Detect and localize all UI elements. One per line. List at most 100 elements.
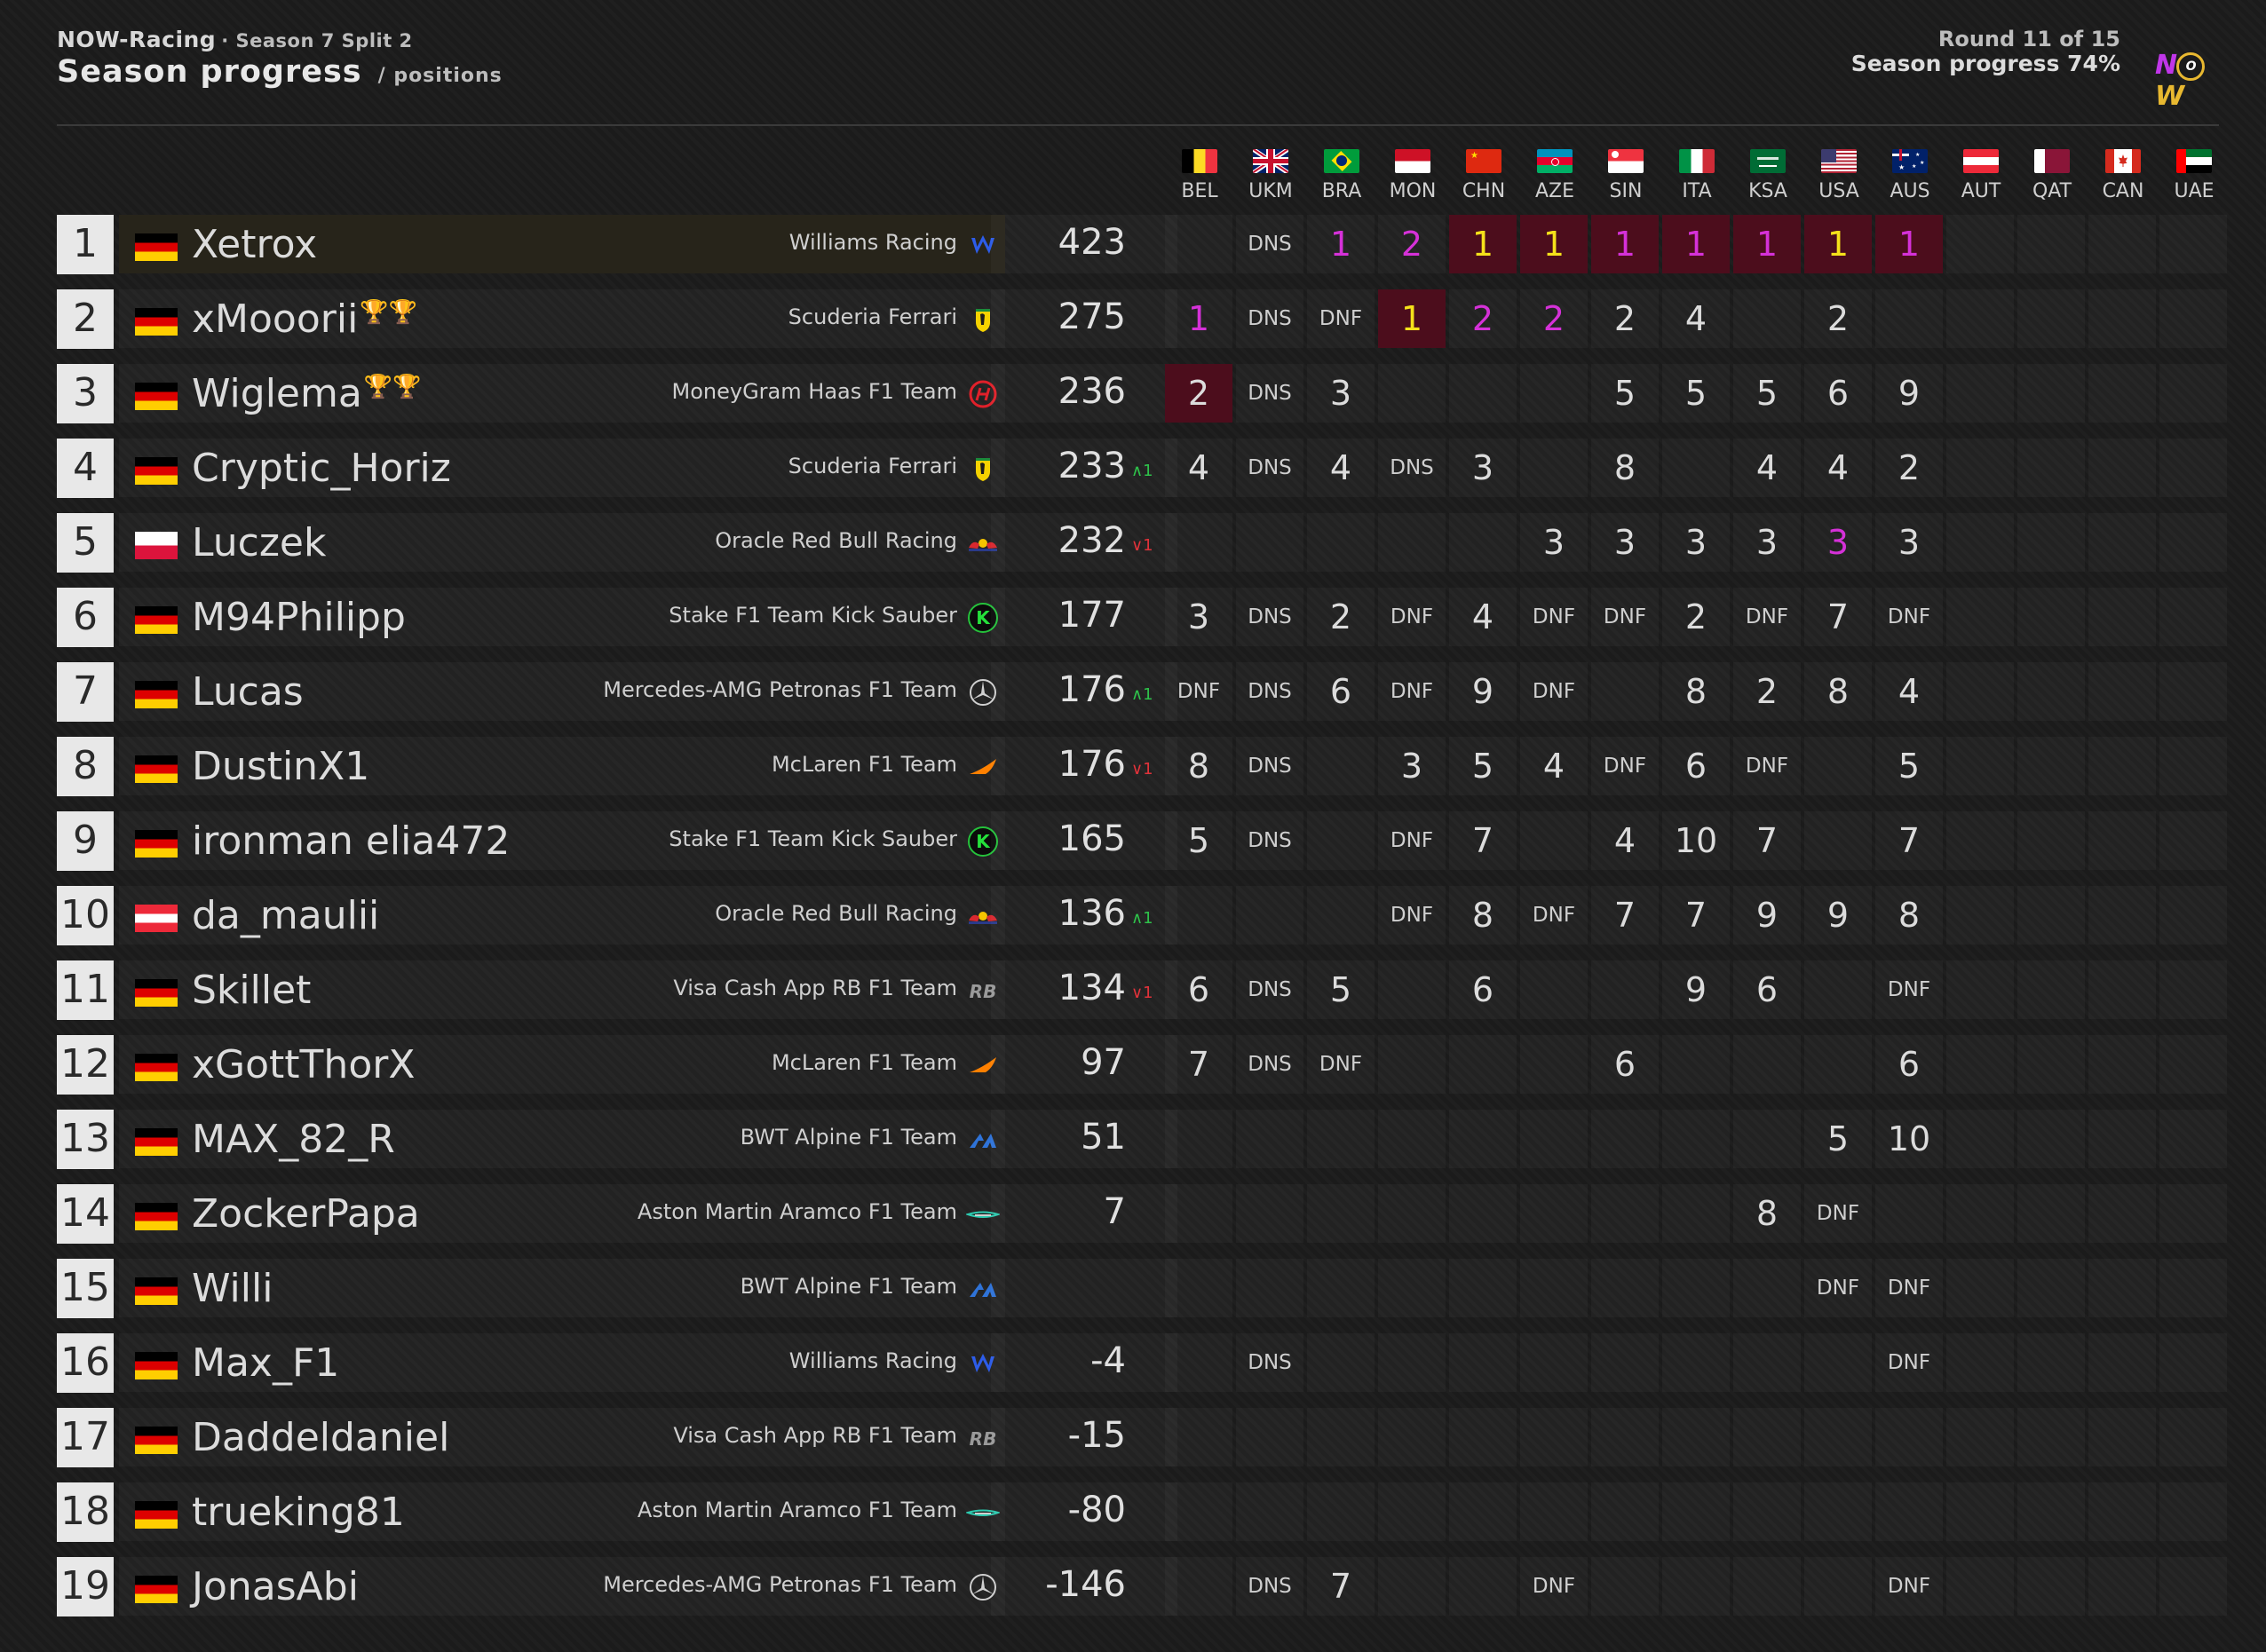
table-row[interactable]: 16 Max_F1 Williams Racing -4 DNS DNF [57, 1333, 2220, 1394]
race-column-header: KSA [1732, 149, 1803, 202]
result-cell [2017, 1035, 2085, 1094]
points-panel [991, 1259, 1177, 1317]
table-row[interactable]: 1 Xetrox Williams Racing 423 DNS 1 2 1 1 1 1 1 1… [57, 215, 2220, 275]
result-cell [1662, 1259, 1730, 1317]
result-cell [1520, 1482, 1588, 1541]
team-name: BWT Alpine F1 Team [740, 1274, 957, 1299]
germany-flag-icon [135, 383, 178, 410]
australia-flag-icon: ★ ★ ★ ★ [1892, 149, 1928, 173]
table-row[interactable]: 7 Lucas Mercedes-AMG Petronas F1 Team 17… [57, 662, 2220, 723]
table-row[interactable]: 15 Willi BWT Alpine F1 Team DNF DNF [57, 1259, 2220, 1319]
table-row[interactable]: 4 Cryptic_Horiz Scuderia Ferrari 233 ∧1 … [57, 439, 2220, 499]
mercedes-icon [966, 676, 1000, 709]
result-cell [2017, 960, 2085, 1019]
position-box: 7 [57, 662, 114, 722]
logo-letter-o: O [2176, 51, 2206, 81]
driver-name: MAX_82_R [192, 1117, 395, 1162]
table-row[interactable]: 13 MAX_82_R BWT Alpine F1 Team 51 5 10 [57, 1110, 2220, 1170]
result-cell: DNF [1591, 737, 1659, 795]
result-cell: 5 [1804, 1110, 1872, 1168]
result-cell [2088, 1408, 2156, 1466]
result-cell [1165, 1333, 1232, 1392]
position-change-down: ∨1 [1131, 760, 1153, 779]
season-status: Round 11 of 15 Season progress 74% [1851, 27, 2120, 76]
result-cell: 3 [1520, 513, 1588, 572]
table-row[interactable]: 5 Luczek Oracle Red Bull Racing 232 ∨1 3… [57, 513, 2220, 573]
team-name: Mercedes-AMG Petronas F1 Team [603, 1572, 957, 1597]
position-box: 19 [57, 1557, 114, 1616]
table-row[interactable]: 11 Skillet Visa Cash App RB F1 Team RB 1… [57, 960, 2220, 1021]
table-row[interactable]: 3 Wiglema🏆🏆 MoneyGram Haas F1 Team 236 2… [57, 364, 2220, 424]
driver-panel: JonasAbi Mercedes-AMG Petronas F1 Team [119, 1557, 1005, 1616]
result-cell [1236, 886, 1303, 945]
result-cell: 3 [1804, 513, 1872, 572]
result-cell [1804, 960, 1872, 1019]
table-row[interactable]: 8 DustinX1 McLaren F1 Team 176 ∨1 8 DNS 3 5… [57, 737, 2220, 797]
result-cell [1449, 1333, 1517, 1392]
italy-flag-icon [1679, 149, 1715, 173]
result-cell: 1 [1733, 215, 1801, 273]
race-code: UAE [2174, 180, 2214, 202]
williams-icon [966, 228, 1000, 262]
driver-panel: Daddeldaniel Visa Cash App RB F1 Team RB [119, 1408, 1005, 1466]
result-cell: 4 [1875, 662, 1943, 721]
driver-panel: MAX_82_R BWT Alpine F1 Team [119, 1110, 1005, 1168]
driver-name: da_maulii [192, 893, 380, 938]
position-box: 17 [57, 1408, 114, 1467]
driver-name: xGottThorX [192, 1042, 416, 1087]
result-cell [1662, 1110, 1730, 1168]
williams-icon [966, 1347, 1000, 1380]
result-cell [1804, 1557, 1872, 1616]
result-cell: DNS [1236, 811, 1303, 870]
logo-letter-w: W [2155, 81, 2184, 112]
driver-name-line: ZockerPapa [192, 1191, 420, 1237]
table-row[interactable]: 19 JonasAbi Mercedes-AMG Petronas F1 Tea… [57, 1557, 2220, 1617]
red-bull-icon [966, 526, 1000, 560]
points-value: -80 [1067, 1490, 1126, 1530]
result-cell [1449, 1408, 1517, 1466]
result-cell: 8 [1449, 886, 1517, 945]
table-row[interactable]: 6 M94Philipp Stake F1 Team Kick Sauber K… [57, 588, 2220, 648]
germany-flag-icon [135, 830, 178, 858]
mclaren-icon [966, 1048, 1000, 1082]
result-cell [1804, 1333, 1872, 1392]
result-cell [1946, 1408, 2014, 1466]
race-column-header: ★ CHN [1448, 149, 1519, 202]
team-name: Stake F1 Team Kick Sauber [669, 826, 957, 851]
result-cell: DNF [1520, 588, 1588, 646]
driver-name: Wiglema [192, 371, 362, 416]
team-name: Visa Cash App RB F1 Team [673, 976, 957, 1000]
league-name: NOW-Racing [57, 27, 217, 52]
team-name: Aston Martin Aramco F1 Team [637, 1199, 957, 1224]
table-row[interactable]: 17 Daddeldaniel Visa Cash App RB F1 Team… [57, 1408, 2220, 1468]
result-cell [2017, 588, 2085, 646]
germany-flag-icon [135, 606, 178, 634]
result-cell: DNF [1378, 588, 1446, 646]
germany-flag-icon [135, 1501, 178, 1529]
belgium-flag-icon [1182, 149, 1217, 173]
germany-flag-icon [135, 308, 178, 336]
result-cell [1236, 1482, 1303, 1541]
team-name: Mercedes-AMG Petronas F1 Team [603, 677, 957, 702]
table-row[interactable]: 10 da_maulii Oracle Red Bull Racing 136 … [57, 886, 2220, 946]
table-row[interactable]: 14 ZockerPapa Aston Martin Aramco F1 Tea… [57, 1184, 2220, 1245]
race-column-header: CAN [2088, 149, 2159, 202]
result-cell [1520, 1259, 1588, 1317]
header-divider [57, 124, 2219, 126]
table-row[interactable]: 9 ironman elia472 Stake F1 Team Kick Sau… [57, 811, 2220, 872]
results-grid [1163, 1408, 2220, 1466]
race-code: QAT [2032, 180, 2072, 202]
result-cell [2017, 439, 2085, 497]
result-cell: 1 [1875, 215, 1943, 273]
result-cell [2088, 215, 2156, 273]
team-name: Oracle Red Bull Racing [715, 901, 957, 926]
table-row[interactable]: 18 trueking81 Aston Martin Aramco F1 Tea… [57, 1482, 2220, 1543]
results-grid: DNS 7 DNF DNF [1163, 1557, 2220, 1616]
table-row[interactable]: 12 xGottThorX McLaren F1 Team 97 7 DNS DNF… [57, 1035, 2220, 1095]
result-cell: 5 [1875, 737, 1943, 795]
result-cell [2159, 1482, 2227, 1541]
table-row[interactable]: 2 xMooorii🏆🏆 Scuderia Ferrari 275 1 DNS DN… [57, 289, 2220, 350]
team-name: BWT Alpine F1 Team [740, 1125, 957, 1150]
results-grid: DNF 8 DNF 7 7 9 9 8 [1163, 886, 2220, 945]
